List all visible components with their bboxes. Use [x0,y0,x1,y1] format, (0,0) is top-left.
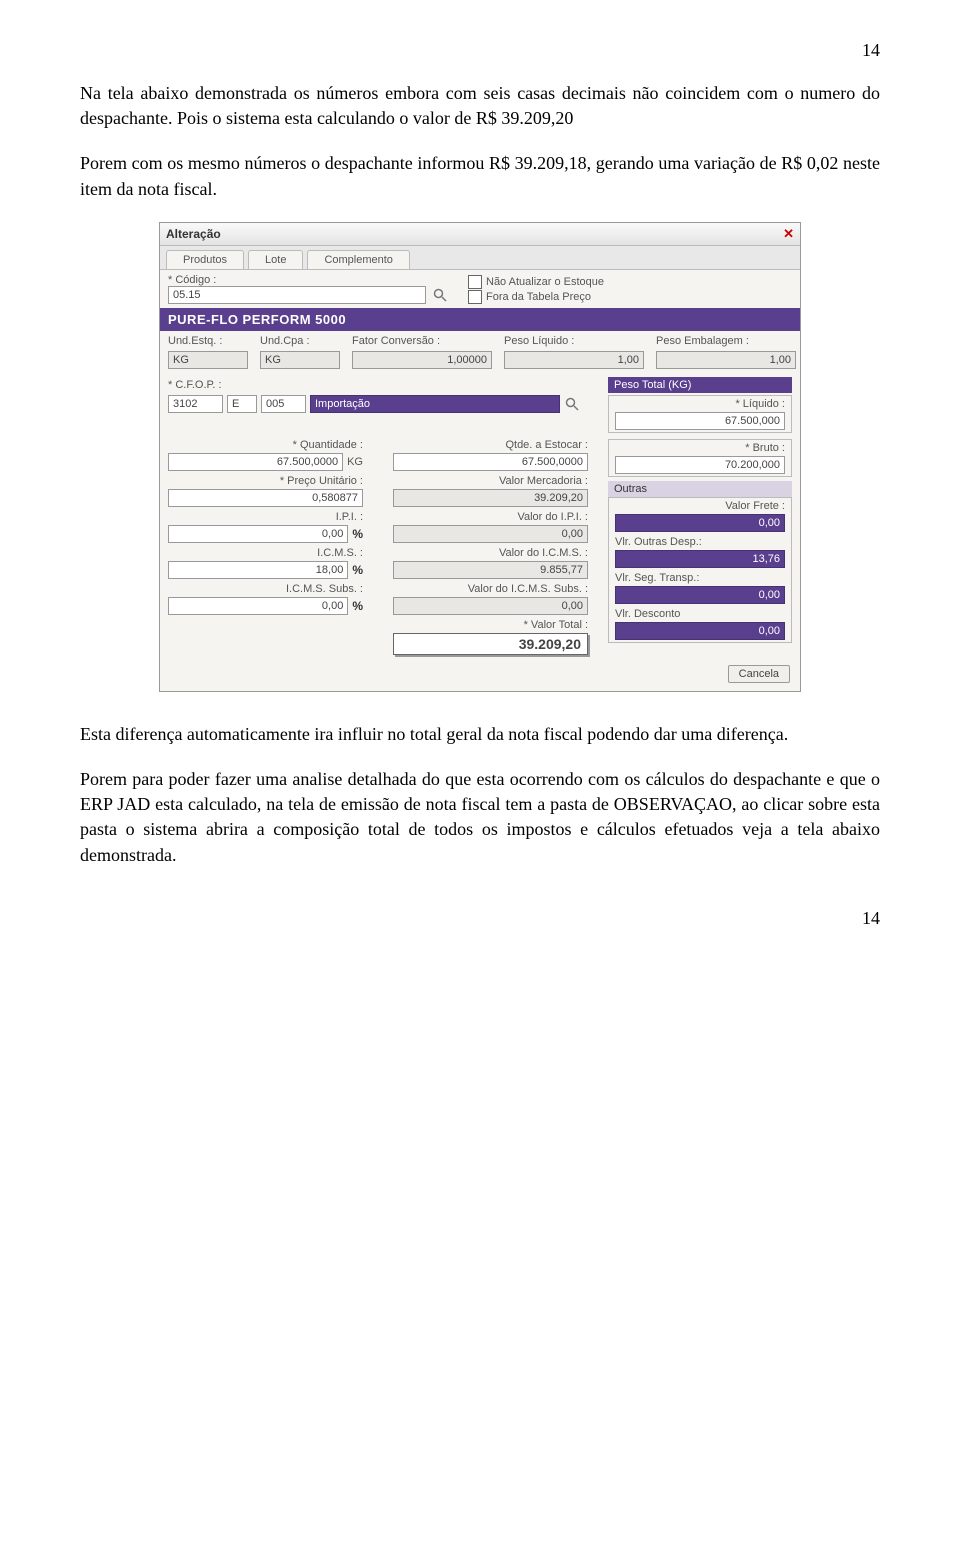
qtd-field[interactable]: 67.500,0000 [168,453,343,471]
peso-liq-label: Peso Líquido : [504,335,644,347]
liquido-field[interactable]: 67.500,000 [615,412,785,430]
peso-emb-field: 1,00 [656,351,796,369]
page-number-bottom: 14 [80,908,880,929]
checkbox-nao-atualizar[interactable] [468,275,482,289]
cfop-c[interactable]: 005 [261,395,306,413]
icmssub-label: I.C.M.S. Subs. : [168,583,363,595]
window-title: Alteração [166,227,221,241]
valor-total-field: 39.209,20 [393,633,588,655]
qtd-unit: KG [347,456,363,468]
und-cpa-field: KG [260,351,340,369]
checkbox-fora-tabela[interactable] [468,290,482,304]
outras-desp-field[interactable]: 13,76 [615,550,785,568]
desconto-label: Vlr. Desconto [615,608,785,620]
icms-valor-label: Valor do I.C.M.S. : [393,547,588,559]
cancel-button[interactable]: Cancela [728,665,790,683]
cfop-b[interactable]: E [227,395,257,413]
seg-field[interactable]: 0,00 [615,586,785,604]
ipi-valor-field: 0,00 [393,525,588,543]
icmssub-field[interactable]: 0,00 [168,597,348,615]
outras-head: Outras [608,481,792,497]
tab-lote[interactable]: Lote [248,250,303,269]
search-icon[interactable] [564,396,580,412]
window-titlebar: Alteração ✕ [160,223,800,246]
preco-label: * Preço Unitário : [168,475,363,487]
fator-label: Fator Conversão : [352,335,492,347]
und-cpa-label: Und.Cpa : [260,335,340,347]
cfop-a[interactable]: 3102 [168,395,223,413]
icmssub-valor-field: 0,00 [393,597,588,615]
valor-total-label: * Valor Total : [393,619,588,631]
percent-icon: % [352,563,363,577]
tab-complemento[interactable]: Complemento [307,250,409,269]
frete-field[interactable]: 0,00 [615,514,785,532]
chk-b-label: Fora da Tabela Preço [486,291,591,303]
document-page: 14 Na tela abaixo demonstrada os números… [0,0,960,969]
outras-desp-label: Vlr. Outras Desp.: [615,536,785,548]
fator-field: 1,00000 [352,351,492,369]
paragraph-4: Porem para poder fazer uma analise detal… [80,767,880,868]
und-estq-label: Und.Estq. : [168,335,248,347]
peso-liq-field: 1,00 [504,351,644,369]
percent-icon: % [352,599,363,613]
cfop-desc: Importação [310,395,560,413]
valor-merc-label: Valor Mercadoria : [393,475,588,487]
tabs-row: Produtos Lote Complemento [160,246,800,269]
valor-merc-field: 39.209,20 [393,489,588,507]
icmssub-valor-label: Valor do I.C.M.S. Subs. : [393,583,588,595]
icms-field[interactable]: 18,00 [168,561,348,579]
cfop-label: * C.F.O.P. : [168,379,222,391]
qtd-label: * Quantidade : [168,439,363,451]
icms-label: I.C.M.S. : [168,547,363,559]
paragraph-3: Esta diferença automaticamente ira influ… [80,722,880,747]
erp-screenshot: Alteração ✕ Produtos Lote Complemento * … [80,222,880,692]
ipi-valor-label: Valor do I.P.I. : [393,511,588,523]
qtd-estocar-label: Qtde. a Estocar : [393,439,588,451]
bruto-label: * Bruto : [615,442,785,454]
peso-emb-label: Peso Embalagem : [656,335,796,347]
close-icon[interactable]: ✕ [783,226,794,242]
seg-label: Vlr. Seg. Transp.: [615,572,785,584]
ipi-label: I.P.I. : [168,511,363,523]
qtd-estocar-field[interactable]: 67.500,0000 [393,453,588,471]
peso-total-head: Peso Total (KG) [608,377,792,393]
erp-body: * Código : 05.15 Não Atualizar o Estoque… [160,269,800,691]
bruto-field[interactable]: 70.200,000 [615,456,785,474]
desconto-field[interactable]: 0,00 [615,622,785,640]
liquido-label: * Líquido : [615,398,785,410]
frete-label: Valor Frete : [615,500,785,512]
ipi-field[interactable]: 0,00 [168,525,348,543]
page-number-top: 14 [80,40,880,61]
codigo-input[interactable]: 05.15 [168,286,426,304]
percent-icon: % [352,527,363,541]
search-icon[interactable] [432,287,448,303]
codigo-label: * Código : [168,274,448,286]
preco-field[interactable]: 0,580877 [168,489,363,507]
paragraph-2: Porem com os mesmo números o despachante… [80,151,880,201]
und-estq-field: KG [168,351,248,369]
tab-produtos[interactable]: Produtos [166,250,244,269]
chk-a-label: Não Atualizar o Estoque [486,276,604,288]
product-name-bar: PURE-FLO PERFORM 5000 [160,308,800,331]
paragraph-1: Na tela abaixo demonstrada os números em… [80,81,880,131]
icms-valor-field: 9.855,77 [393,561,588,579]
erp-window: Alteração ✕ Produtos Lote Complemento * … [159,222,801,692]
